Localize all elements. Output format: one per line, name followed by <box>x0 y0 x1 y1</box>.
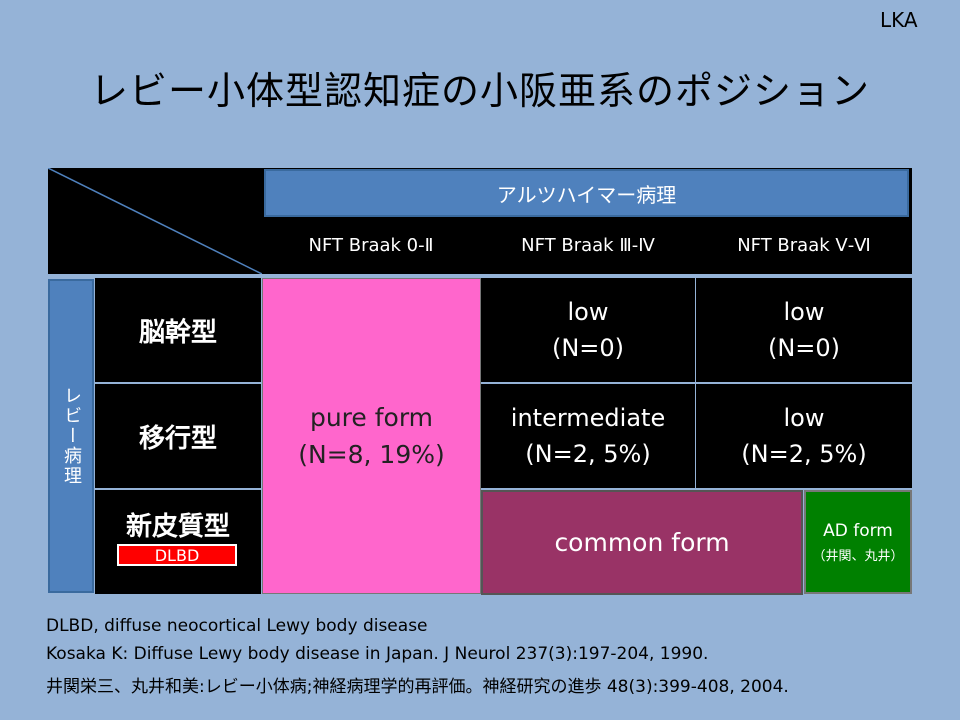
common-form-cell: common form <box>481 490 803 595</box>
cell-transitional-braak-5-6: low (N=2, 5%) <box>696 384 912 488</box>
braak-column-5-6: NFT Braak Ⅴ-Ⅵ <box>696 218 912 272</box>
cell-label: low <box>783 404 825 432</box>
cell-count: (N=2, 5%) <box>741 440 867 468</box>
corner-label: LKA <box>880 8 918 32</box>
slide-title: レビー小体型認知症の小阪亜系のポジション <box>89 69 870 113</box>
diagonal-line <box>48 168 262 274</box>
pure-form-count: (N=8, 19%) <box>298 440 445 469</box>
cell-label: low <box>783 298 825 326</box>
ad-form-source: （井関、丸井） <box>812 548 904 564</box>
cell-brainstem-braak-3-4: low (N=0) <box>481 278 695 382</box>
ad-form-cell: AD form （井関、丸井） <box>804 490 912 594</box>
cell-count: (N=2, 5%) <box>525 440 651 468</box>
braak-column-3-4: NFT Braak Ⅲ-Ⅳ <box>481 218 695 272</box>
row-header-neocortical: 新皮質型 <box>95 490 261 594</box>
cell-count: (N=0) <box>551 334 625 362</box>
reference-kosaka: Kosaka K: Diffuse Lewy body disease in J… <box>46 644 709 664</box>
cell-label: low <box>567 298 609 326</box>
lewy-pathology-header: レビー病理 <box>48 279 94 593</box>
alzheimer-header: アルツハイマー病理 <box>264 169 909 217</box>
braak-column-0-2: NFT Braak 0-Ⅱ <box>262 218 480 272</box>
cell-count: (N=0) <box>767 334 841 362</box>
pure-form-cell: pure form (N=8, 19%) <box>262 278 481 594</box>
ad-form-label: AD form <box>823 520 893 541</box>
reference-abbreviation: DLBD, diffuse neocortical Lewy body dise… <box>46 616 428 636</box>
reference-iseki: 井関栄三、丸井和美:レビー小体病;神経病理学的再評価。神経研究の進歩 48(3)… <box>46 677 789 697</box>
row-header-transitional: 移行型 <box>95 384 261 488</box>
table-corner <box>48 168 262 274</box>
pure-form-label: pure form <box>309 402 434 432</box>
cell-transitional-braak-3-4: intermediate (N=2, 5%) <box>481 384 695 488</box>
cell-brainstem-braak-5-6: low (N=0) <box>696 278 912 382</box>
dlbd-badge: DLBD <box>117 544 237 566</box>
row-header-brainstem: 脳幹型 <box>95 278 261 382</box>
cell-label: intermediate <box>510 404 666 432</box>
